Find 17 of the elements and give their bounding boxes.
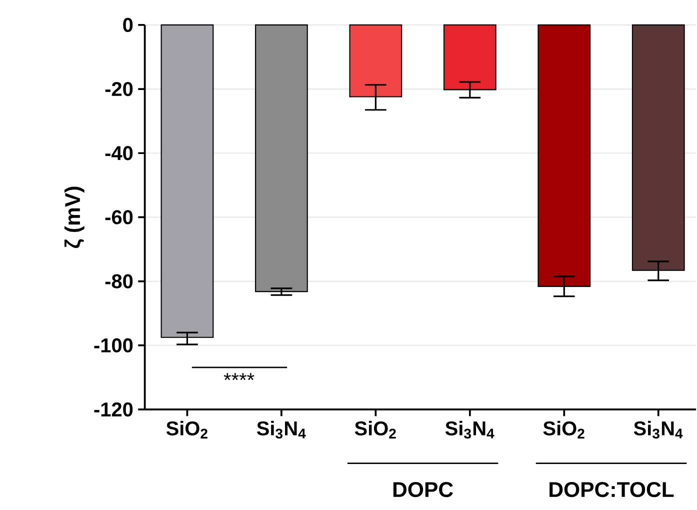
x-tick-label: SiO$_{2}$ <box>166 420 208 438</box>
x-tick-label: Si$_{3}$N$_{4}$ <box>634 420 683 438</box>
y-tick-label: -20 <box>105 82 133 96</box>
y-tick-label: -100 <box>94 338 133 352</box>
x-tick-label: SiO$_{2}$ <box>354 420 396 438</box>
y-tick-label: -80 <box>105 274 133 288</box>
text: DOPC <box>393 482 453 497</box>
y-axis-title: ζ (mV) <box>64 186 84 248</box>
x-tick-label: SiO$_{2}$ <box>543 420 584 438</box>
y-tick-label: -120 <box>94 402 133 416</box>
text: DOPC:TOCL <box>550 482 674 497</box>
y-tick-label: 0 <box>123 18 133 32</box>
x-tick-label: Si$_{3}$N$_{4}$ <box>445 420 494 438</box>
y-tick-label: -40 <box>105 146 133 160</box>
x-tick-label: Si$_{3}$N$_{4}$ <box>256 420 306 438</box>
y-tick-label: -60 <box>105 210 133 224</box>
annotation: **** <box>224 372 254 380</box>
